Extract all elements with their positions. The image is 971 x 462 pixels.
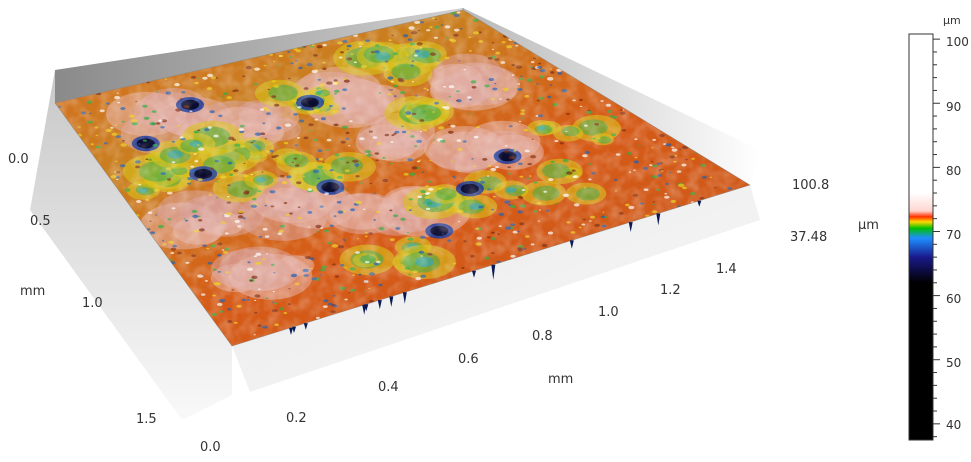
z-tick-label: 37.48 — [790, 230, 828, 245]
x-tick-label: 0.0 — [200, 440, 221, 455]
surface-outline — [54, 9, 751, 347]
left-wall — [30, 70, 232, 420]
y-tick-label: 1.0 — [82, 296, 103, 311]
colorbar-tick-label: 40 — [946, 418, 962, 432]
z-tick-label: 100.8 — [792, 178, 830, 193]
colorbar-tick-label: 50 — [946, 356, 962, 370]
y-tick-label: 0.0 — [8, 152, 29, 167]
spike — [377, 300, 382, 310]
x-tick-label: 0.6 — [458, 352, 479, 367]
spike — [656, 213, 661, 226]
colorbar-tick-label: 60 — [946, 292, 962, 306]
y-tick-label: 0.5 — [30, 214, 51, 229]
x-tick-label: 1.2 — [660, 283, 681, 298]
spike — [472, 270, 476, 278]
spike — [697, 200, 702, 207]
spike — [289, 327, 293, 335]
spike — [491, 264, 496, 280]
spike — [628, 222, 633, 232]
colorbar-tick-label: 90 — [946, 100, 962, 114]
right-wall — [463, 8, 760, 185]
colorbar-tick-label: 80 — [946, 164, 962, 178]
x-tick-label: 0.2 — [286, 411, 307, 426]
x-tick-label: 1.0 — [598, 305, 619, 320]
spike — [303, 323, 308, 330]
spike — [389, 296, 394, 307]
spike — [364, 304, 369, 312]
x-tick-label: 0.4 — [378, 380, 399, 395]
spike — [292, 326, 296, 333]
x-tick-label: 1.4 — [716, 262, 737, 277]
colorbar — [908, 33, 934, 441]
spike — [402, 292, 407, 304]
z-unit-label: µm — [858, 218, 879, 233]
y-axis-label: mm — [20, 284, 46, 299]
colorbar-tick-label: 70 — [946, 228, 962, 242]
back-wall — [55, 8, 463, 103]
x-axis-label: mm — [548, 372, 574, 387]
spike — [569, 240, 574, 249]
y-tick-label: 1.5 — [136, 412, 157, 427]
colorbar-ticks — [933, 38, 940, 438]
colorbar-tick-label: 100 — [946, 35, 969, 49]
floor-front — [232, 185, 760, 392]
x-tick-label: 0.8 — [532, 329, 553, 344]
surface-spikes — [289, 200, 702, 335]
colorbar-unit-label: µm — [943, 14, 961, 27]
